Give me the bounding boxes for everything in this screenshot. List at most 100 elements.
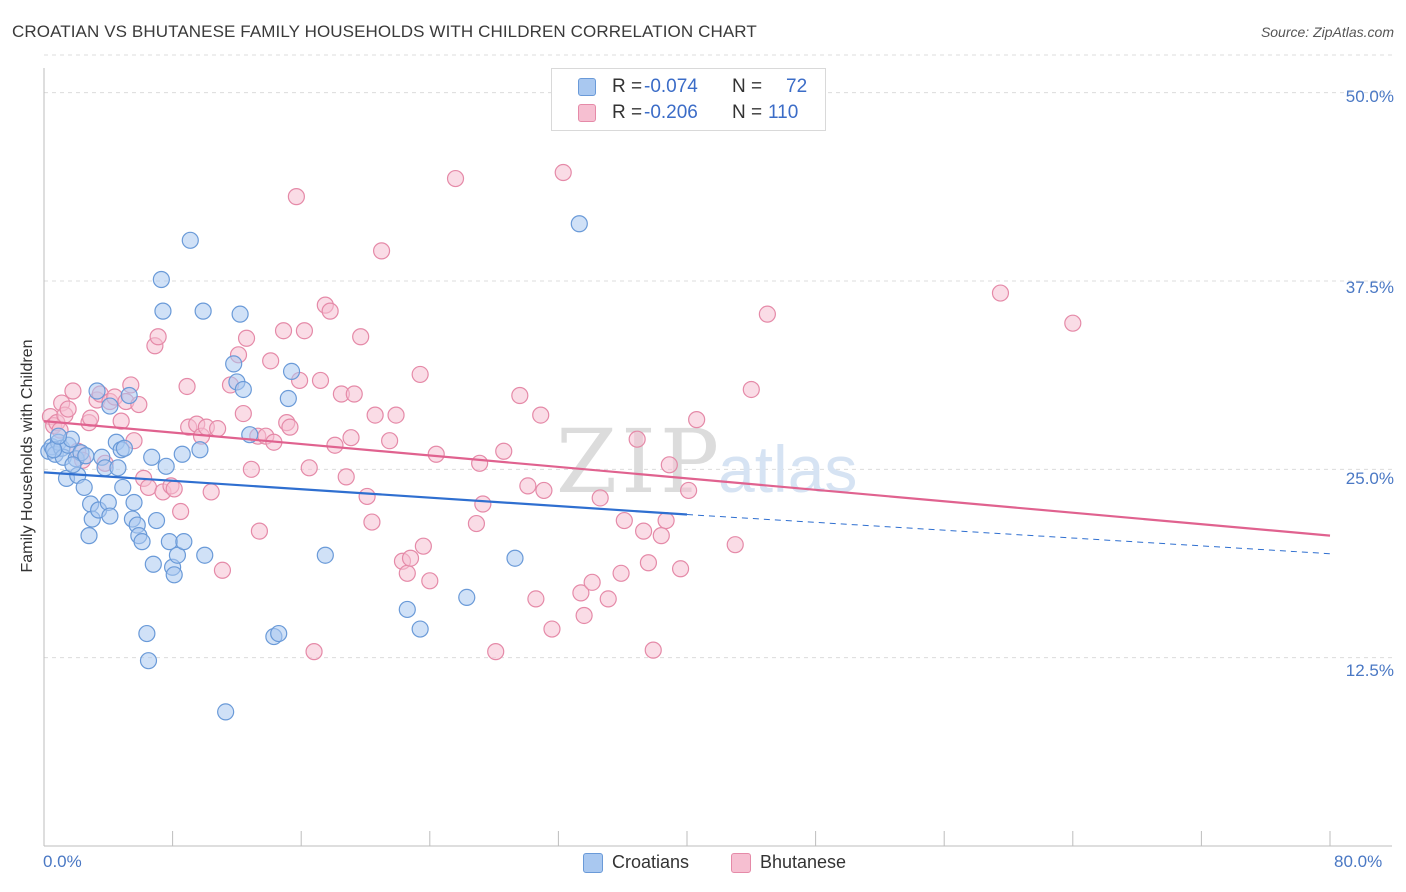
- croatian-point: [196, 546, 214, 564]
- bhutanese-point: [237, 329, 256, 347]
- bhutanese-point: [657, 511, 675, 530]
- bhutanese-point: [178, 377, 196, 396]
- bhutanese-point: [363, 513, 381, 531]
- bhutanese-point: [305, 643, 323, 661]
- bhutanese-point: [372, 242, 391, 260]
- croatian-point: [191, 441, 209, 459]
- croatians-legend-label: Croatians: [612, 852, 690, 872]
- bhutanese-point: [202, 483, 220, 501]
- croatian-point: [109, 459, 127, 477]
- bhutanese-point: [991, 284, 1010, 302]
- croatian-point: [88, 382, 106, 400]
- croatian-point: [570, 215, 588, 233]
- bhutanese-point: [591, 489, 609, 507]
- bhutanese-point: [209, 420, 227, 438]
- bhutanese-point: [234, 404, 252, 423]
- croatian-point: [125, 493, 143, 512]
- bhutanese-point: [758, 305, 776, 323]
- croatian-point: [152, 270, 170, 289]
- bhutanese-legend-label: Bhutanese: [760, 852, 847, 872]
- y-tick-label: 25.0%: [1345, 469, 1394, 488]
- bhutanese-point: [634, 522, 653, 540]
- bhutanese-point: [165, 480, 183, 498]
- bhutanese-point: [321, 302, 339, 320]
- croatian-point: [506, 549, 524, 567]
- bhutanese-point: [366, 406, 384, 424]
- bhutanese-point: [639, 554, 658, 572]
- n-label: N =: [732, 102, 763, 123]
- bhutanese-point: [342, 429, 360, 447]
- bhutanese-point: [300, 459, 318, 477]
- bhutanese-legend-swatch: [731, 852, 751, 873]
- croatian-point: [279, 389, 297, 408]
- bhutanese-point: [295, 322, 314, 340]
- bhutanese-point: [345, 385, 363, 403]
- croatian-point: [316, 546, 334, 564]
- bhutanese-point: [112, 412, 130, 430]
- croatian-point: [157, 457, 175, 475]
- croatian-point: [143, 448, 161, 466]
- bhutanese-point: [612, 564, 630, 582]
- croatian-point: [147, 511, 166, 530]
- bhutanese-point: [554, 163, 572, 182]
- bhutanese-point: [337, 468, 355, 486]
- croatian-point: [282, 362, 301, 380]
- watermark-atlas: atlas: [718, 432, 857, 506]
- source-credit: Source: ZipAtlas.com: [1260, 24, 1394, 40]
- bhutanese-point: [519, 477, 537, 495]
- croatian-point: [120, 386, 138, 405]
- croatian-point: [80, 527, 98, 545]
- croatian-point: [115, 439, 133, 457]
- legend-row-bhutanese: R = -0.206 N = 110: [552, 101, 825, 125]
- bhutanese-point: [487, 643, 505, 661]
- croatian-point: [234, 380, 252, 399]
- bhutanese-point: [467, 514, 486, 533]
- bhutanese-point: [311, 371, 330, 390]
- croatian-point: [101, 507, 119, 525]
- bhutanese-point: [414, 537, 432, 555]
- bhutanese-point: [262, 352, 280, 370]
- croatian-point: [138, 624, 156, 643]
- croatian-point: [175, 533, 193, 551]
- croatian-point: [181, 231, 199, 249]
- croatian-point: [154, 302, 172, 320]
- bhutanese-point: [242, 460, 260, 478]
- bhutanese-point: [281, 418, 299, 436]
- croatian-point: [225, 355, 243, 373]
- croatian-point: [64, 456, 82, 474]
- bhutanese-point: [401, 549, 420, 567]
- croatian-point: [101, 397, 119, 415]
- bhutanese-point: [411, 365, 429, 384]
- bhutanese-point: [381, 432, 399, 450]
- bhutanese-point: [599, 590, 617, 608]
- x-tick-label-min: 0.0%: [43, 852, 82, 871]
- croatian-point: [77, 447, 95, 465]
- bhutanese-point: [250, 522, 269, 540]
- croatian-point: [411, 620, 429, 638]
- bhutanese-point: [474, 495, 492, 513]
- bhutanese-point: [287, 188, 305, 206]
- r-value: -0.074: [644, 76, 698, 97]
- bhutanese-point: [387, 406, 405, 424]
- croatians-trend-line: [43, 471, 688, 516]
- croatian-point: [144, 555, 162, 573]
- bhutanese-point: [583, 573, 601, 591]
- bhutanese-point: [742, 380, 760, 399]
- bhutanese-point: [172, 502, 190, 521]
- legend-item-croatians: Croatians: [583, 852, 689, 873]
- x-tick-label-max: 80.0%: [1334, 852, 1383, 871]
- bhutanese-point: [572, 584, 590, 602]
- bhutanese-point: [213, 561, 232, 579]
- croatian-point: [194, 302, 212, 320]
- chart-title: CROATIAN VS BHUTANESE FAMILY HOUSEHOLDS …: [12, 22, 757, 41]
- bhutanese-point: [680, 481, 698, 500]
- bhutanese-point: [671, 560, 690, 578]
- bhutanese-point: [1064, 314, 1082, 332]
- croatians-legend-swatch: [583, 852, 603, 873]
- croatian-point: [217, 703, 235, 721]
- bhutanese-point: [628, 430, 646, 448]
- bhutanese-point: [726, 536, 744, 554]
- bhutanese-point: [575, 606, 593, 625]
- r-value: -0.206: [644, 102, 698, 123]
- bhutanese-swatch: [578, 104, 596, 122]
